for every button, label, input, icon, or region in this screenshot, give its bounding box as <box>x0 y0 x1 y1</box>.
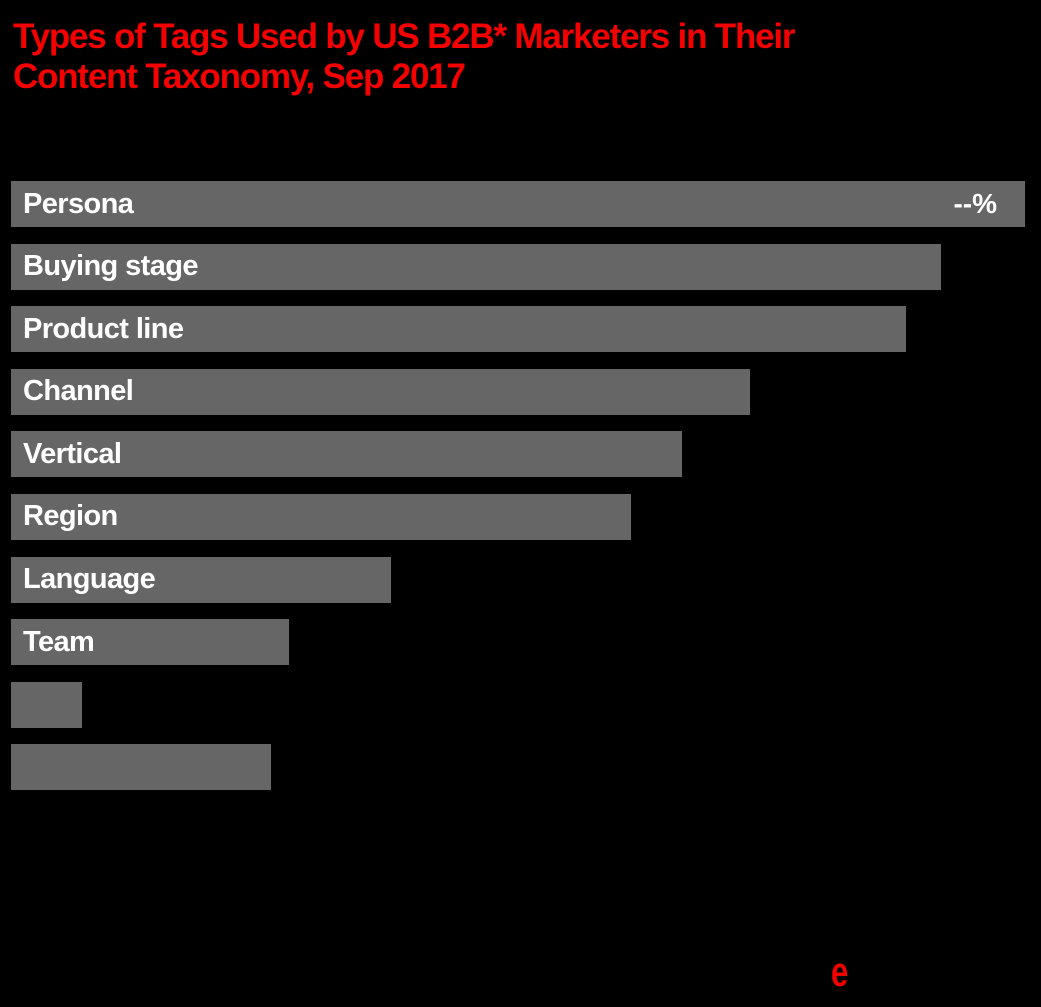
bar-region: Region <box>11 493 631 540</box>
bar-persona: Persona --% <box>11 181 1025 227</box>
bar-category-label: Persona <box>23 187 134 220</box>
bar-category-label: Product line <box>23 312 184 345</box>
bar-unlabeled-9 <box>11 681 82 728</box>
bar-language: Language <box>11 556 391 603</box>
bar-category-label: Language <box>23 563 156 596</box>
bar-chart: Persona --% Buying stage Product line Channe… <box>11 181 1025 807</box>
bar-category-label: Region <box>23 500 118 533</box>
bar-vertical: Vertical <box>11 431 682 478</box>
chart-title: Types of Tags Used by US B2B* Marketers … <box>13 17 796 97</box>
bar-category-label: Vertical <box>23 437 122 470</box>
chart-title-line-2: Content Taxonomy, Sep 2017 <box>13 57 466 96</box>
bar-value-label: --% <box>953 188 997 219</box>
bar-category-label: Buying stage <box>23 250 198 283</box>
bar-product-line: Product line <box>11 306 906 353</box>
bar-category-label: Team <box>23 625 95 658</box>
bar-channel: Channel <box>11 368 750 415</box>
bar-buying-stage: Buying stage <box>11 243 941 290</box>
emarketer-logo-e-icon: e <box>831 948 849 995</box>
bar-team: Team <box>11 619 289 666</box>
chart-title-line-1: Types of Tags Used by US B2B* Marketers … <box>13 17 796 56</box>
bar-unlabeled-10 <box>11 744 271 791</box>
bar-category-label: Channel <box>23 375 134 408</box>
